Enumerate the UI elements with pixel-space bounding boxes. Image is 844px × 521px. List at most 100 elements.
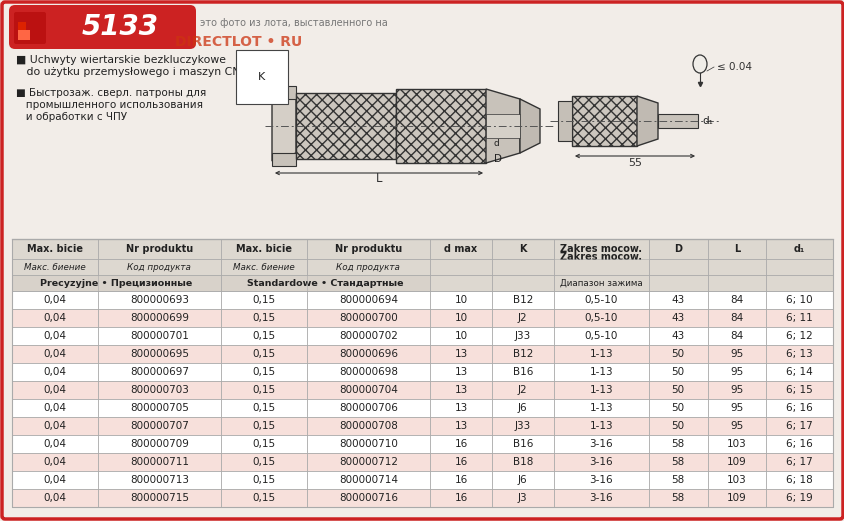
Bar bbox=[306, 259, 430, 275]
Bar bbox=[491, 259, 553, 275]
Bar bbox=[648, 309, 706, 327]
Text: 6; 18: 6; 18 bbox=[786, 475, 812, 485]
Text: 109: 109 bbox=[727, 493, 746, 503]
Bar bbox=[12, 399, 97, 417]
Bar bbox=[706, 471, 766, 489]
Text: 800000694: 800000694 bbox=[338, 295, 398, 305]
Bar bbox=[553, 345, 648, 363]
Text: Zakres mocow.: Zakres mocow. bbox=[560, 252, 641, 262]
Text: J33: J33 bbox=[514, 421, 530, 431]
Text: 58: 58 bbox=[671, 493, 684, 503]
Text: 103: 103 bbox=[727, 439, 746, 449]
Polygon shape bbox=[519, 99, 539, 153]
Text: d max: d max bbox=[444, 244, 477, 254]
Bar bbox=[306, 309, 430, 327]
Bar bbox=[766, 291, 832, 309]
Text: d: d bbox=[494, 139, 499, 147]
Text: 800000706: 800000706 bbox=[338, 403, 398, 413]
Bar bbox=[491, 345, 553, 363]
Bar bbox=[12, 239, 832, 507]
Text: 1-13: 1-13 bbox=[588, 403, 612, 413]
Bar bbox=[12, 309, 97, 327]
Bar bbox=[97, 309, 221, 327]
Text: 6; 15: 6; 15 bbox=[786, 385, 812, 395]
Bar bbox=[97, 471, 221, 489]
Bar bbox=[18, 30, 30, 40]
Text: 800000700: 800000700 bbox=[338, 313, 398, 323]
Polygon shape bbox=[636, 96, 657, 146]
Bar bbox=[491, 291, 553, 309]
Bar bbox=[706, 435, 766, 453]
Text: 800000701: 800000701 bbox=[130, 331, 188, 341]
Bar bbox=[97, 489, 221, 507]
Bar bbox=[706, 381, 766, 399]
Bar bbox=[221, 239, 306, 259]
Bar bbox=[706, 291, 766, 309]
Bar bbox=[97, 363, 221, 381]
Bar bbox=[306, 471, 430, 489]
Text: J6: J6 bbox=[517, 475, 527, 485]
Text: B16: B16 bbox=[512, 367, 533, 377]
Text: B12: B12 bbox=[512, 295, 533, 305]
Text: 0,04: 0,04 bbox=[43, 457, 66, 467]
Text: 800000708: 800000708 bbox=[338, 421, 398, 431]
Bar bbox=[221, 417, 306, 435]
Text: Код продукта: Код продукта bbox=[127, 263, 191, 271]
Text: 95: 95 bbox=[729, 367, 743, 377]
Bar bbox=[571, 96, 636, 146]
Bar bbox=[553, 453, 648, 471]
Bar bbox=[221, 453, 306, 471]
Bar bbox=[491, 489, 553, 507]
Text: D: D bbox=[494, 154, 501, 164]
Text: 50: 50 bbox=[671, 349, 684, 359]
Text: K: K bbox=[518, 244, 526, 254]
Bar bbox=[657, 114, 697, 128]
Text: B18: B18 bbox=[512, 457, 533, 467]
Bar bbox=[12, 435, 97, 453]
Text: 50: 50 bbox=[671, 385, 684, 395]
Bar bbox=[766, 259, 832, 275]
Text: 800000713: 800000713 bbox=[130, 475, 188, 485]
Bar bbox=[430, 291, 491, 309]
Bar bbox=[97, 291, 221, 309]
Text: 109: 109 bbox=[727, 457, 746, 467]
Text: 13: 13 bbox=[454, 349, 467, 359]
Text: 13: 13 bbox=[454, 385, 467, 395]
Text: B12: B12 bbox=[512, 349, 533, 359]
Bar bbox=[306, 417, 430, 435]
Text: 6; 17: 6; 17 bbox=[786, 457, 812, 467]
Text: Zakres mocow.: Zakres mocow. bbox=[560, 244, 641, 254]
Text: 13: 13 bbox=[454, 421, 467, 431]
Text: 103: 103 bbox=[727, 475, 746, 485]
Text: L: L bbox=[376, 172, 381, 185]
Text: 6; 19: 6; 19 bbox=[786, 493, 812, 503]
Text: J2: J2 bbox=[517, 313, 527, 323]
Text: 6; 16: 6; 16 bbox=[786, 439, 812, 449]
Bar bbox=[648, 327, 706, 345]
Bar bbox=[766, 363, 832, 381]
Bar bbox=[12, 381, 97, 399]
Bar bbox=[557, 101, 571, 141]
Polygon shape bbox=[485, 89, 519, 163]
Bar bbox=[97, 417, 221, 435]
Bar bbox=[221, 259, 306, 275]
Text: 6; 16: 6; 16 bbox=[786, 403, 812, 413]
Bar bbox=[12, 345, 97, 363]
Text: 0,5-10: 0,5-10 bbox=[584, 313, 617, 323]
Text: 3-16: 3-16 bbox=[588, 439, 612, 449]
Text: ■ Быстрозаж. сверл. патроны для: ■ Быстрозаж. сверл. патроны для bbox=[16, 88, 206, 98]
Text: 95: 95 bbox=[729, 349, 743, 359]
Bar bbox=[553, 291, 648, 309]
Text: 0,15: 0,15 bbox=[252, 331, 275, 341]
Text: 0,15: 0,15 bbox=[252, 367, 275, 377]
Bar bbox=[491, 327, 553, 345]
Bar bbox=[648, 363, 706, 381]
Text: 95: 95 bbox=[729, 385, 743, 395]
Text: Nr produktu: Nr produktu bbox=[126, 244, 192, 254]
Bar bbox=[430, 435, 491, 453]
Text: 800000704: 800000704 bbox=[338, 385, 398, 395]
Bar bbox=[12, 291, 97, 309]
Text: 1-13: 1-13 bbox=[588, 367, 612, 377]
Text: 0,04: 0,04 bbox=[43, 367, 66, 377]
Text: 16: 16 bbox=[454, 439, 467, 449]
